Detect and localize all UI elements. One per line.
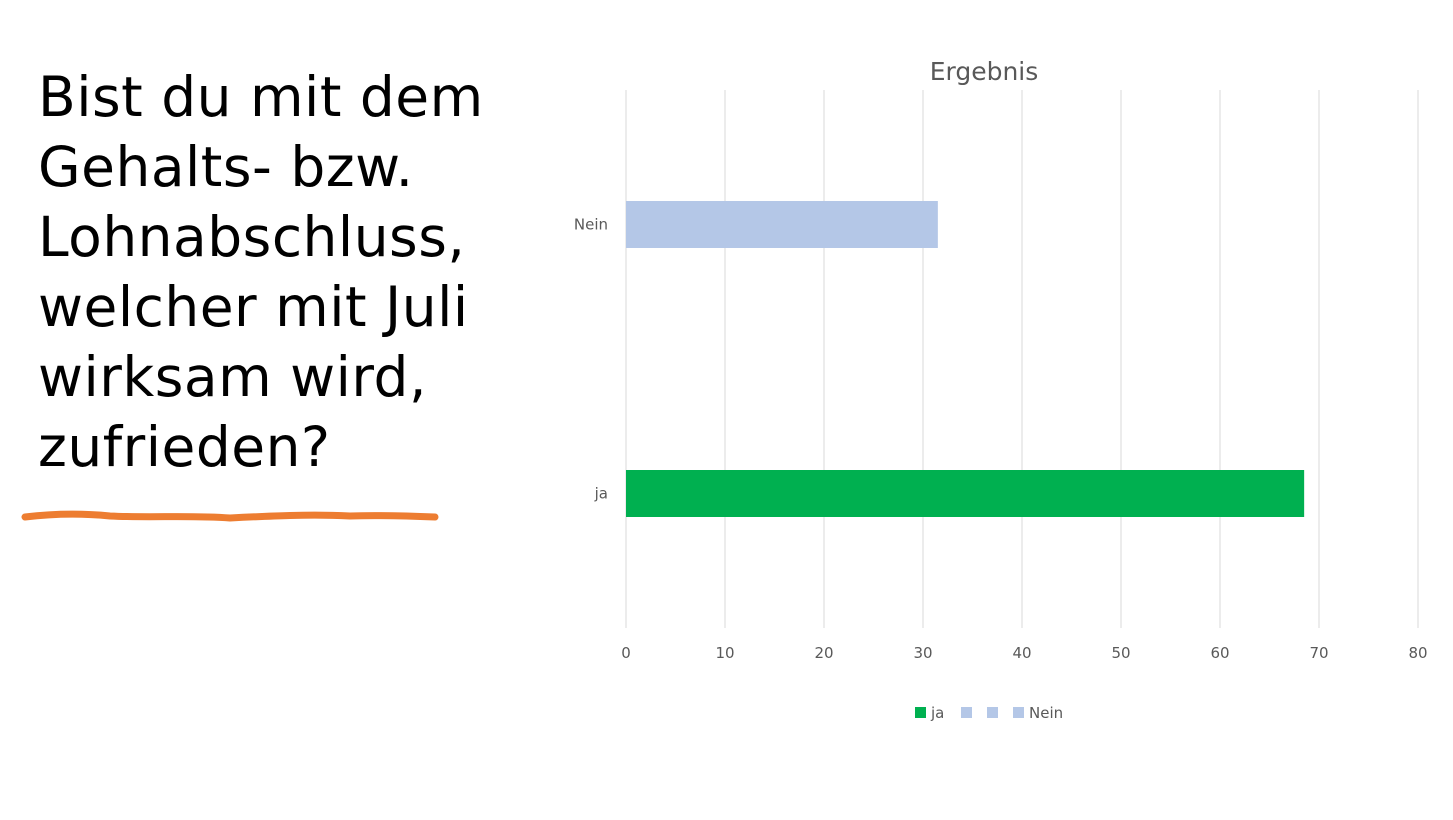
legend-swatch: [987, 707, 998, 718]
x-axis-tick-labels: 0 10 20 30 40 50 60 70 80: [621, 644, 1427, 662]
x-tick-label: 0: [621, 644, 631, 662]
bars: [626, 201, 1305, 517]
category-label: Nein: [574, 216, 608, 234]
x-tick-label: 20: [814, 644, 833, 662]
legend-label: ja: [930, 704, 944, 722]
legend-swatch: [1013, 707, 1024, 718]
category-label: ja: [594, 485, 608, 503]
x-tick-label: 70: [1309, 644, 1328, 662]
x-tick-label: 60: [1210, 644, 1229, 662]
legend: ja Nein: [915, 704, 1063, 722]
bar-ja: [626, 470, 1305, 517]
chart-title: Ergebnis: [930, 57, 1039, 86]
x-tick-label: 30: [913, 644, 932, 662]
category-labels: ja Nein: [574, 216, 608, 503]
legend-label: Nein: [1029, 704, 1063, 722]
x-tick-label: 10: [715, 644, 734, 662]
legend-swatch: [915, 707, 926, 718]
question-text: Bist du mit dem Gehalts- bzw. Lohnabschl…: [38, 65, 484, 479]
x-tick-label: 40: [1012, 644, 1031, 662]
gridlines: [625, 90, 1419, 628]
bar-nein: [626, 201, 938, 248]
x-tick-label: 50: [1111, 644, 1130, 662]
x-tick-label: 80: [1408, 644, 1427, 662]
orange-underline: [21, 510, 439, 522]
legend-swatch: [961, 707, 972, 718]
